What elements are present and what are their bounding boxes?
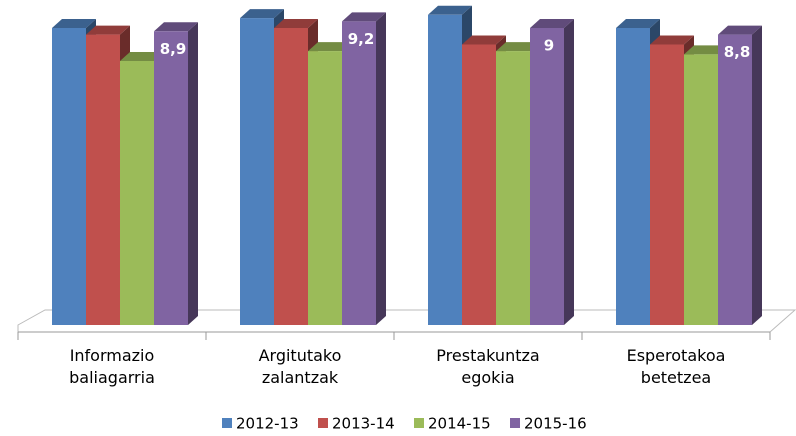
bar-top (342, 12, 386, 22)
bar-top (530, 19, 574, 28)
bar (718, 25, 762, 325)
bar-front (530, 28, 564, 325)
bar-top (496, 42, 540, 52)
data-label: 9 (544, 37, 554, 55)
bar-front (120, 61, 154, 325)
bar (154, 22, 198, 326)
bar-side (376, 12, 386, 326)
bar-front (718, 34, 752, 325)
legend-label: 2013-14 (332, 415, 395, 433)
legend-label: 2014-15 (428, 415, 491, 433)
bar-front (274, 28, 308, 325)
data-label: 9,2 (348, 30, 375, 48)
x-tick-label: Prestakuntza egokia (436, 346, 540, 387)
bar-front (52, 28, 86, 325)
bar-top (308, 42, 352, 52)
data-label: 8,9 (160, 40, 187, 58)
bar-front (240, 18, 274, 325)
bar-top (684, 45, 728, 55)
x-tick-label: Esperotakoa betetzea (626, 346, 726, 387)
bar-front (428, 14, 462, 326)
legend-swatch (318, 418, 328, 428)
data-label: 8,8 (724, 43, 751, 61)
legend-label: 2015-16 (524, 415, 587, 433)
bar-top (616, 19, 660, 28)
bar-top (154, 22, 198, 32)
bar-top (52, 19, 96, 28)
bar-top (120, 52, 164, 61)
legend-swatch (414, 418, 424, 428)
bar-front (342, 21, 376, 326)
legend-label: 2012-13 (236, 415, 299, 433)
x-tick-label: Argitutako zalantzak (258, 346, 342, 387)
bar-front (308, 51, 342, 325)
bar-side (752, 25, 762, 325)
bar-front (684, 54, 718, 326)
bar-front (462, 44, 496, 325)
bar-front (650, 44, 684, 325)
bar-front (616, 28, 650, 325)
bar (342, 12, 386, 326)
bar-front (496, 51, 530, 325)
bar-top (240, 9, 284, 19)
floor (17, 309, 796, 333)
legend-swatch (510, 418, 520, 428)
bar-top (86, 25, 130, 35)
bar-top (428, 5, 472, 15)
bar-side (188, 22, 198, 326)
x-tick-label: Informazio baliagarria (69, 346, 155, 387)
legend-swatch (222, 418, 232, 428)
bar-side (564, 19, 574, 325)
bar-top (718, 25, 762, 35)
bar (274, 19, 318, 325)
bar (530, 19, 574, 325)
bar-front (154, 31, 188, 326)
bar-front (86, 34, 120, 325)
bar-top (650, 35, 694, 45)
bar-top (462, 35, 506, 45)
bar-top (274, 19, 318, 28)
